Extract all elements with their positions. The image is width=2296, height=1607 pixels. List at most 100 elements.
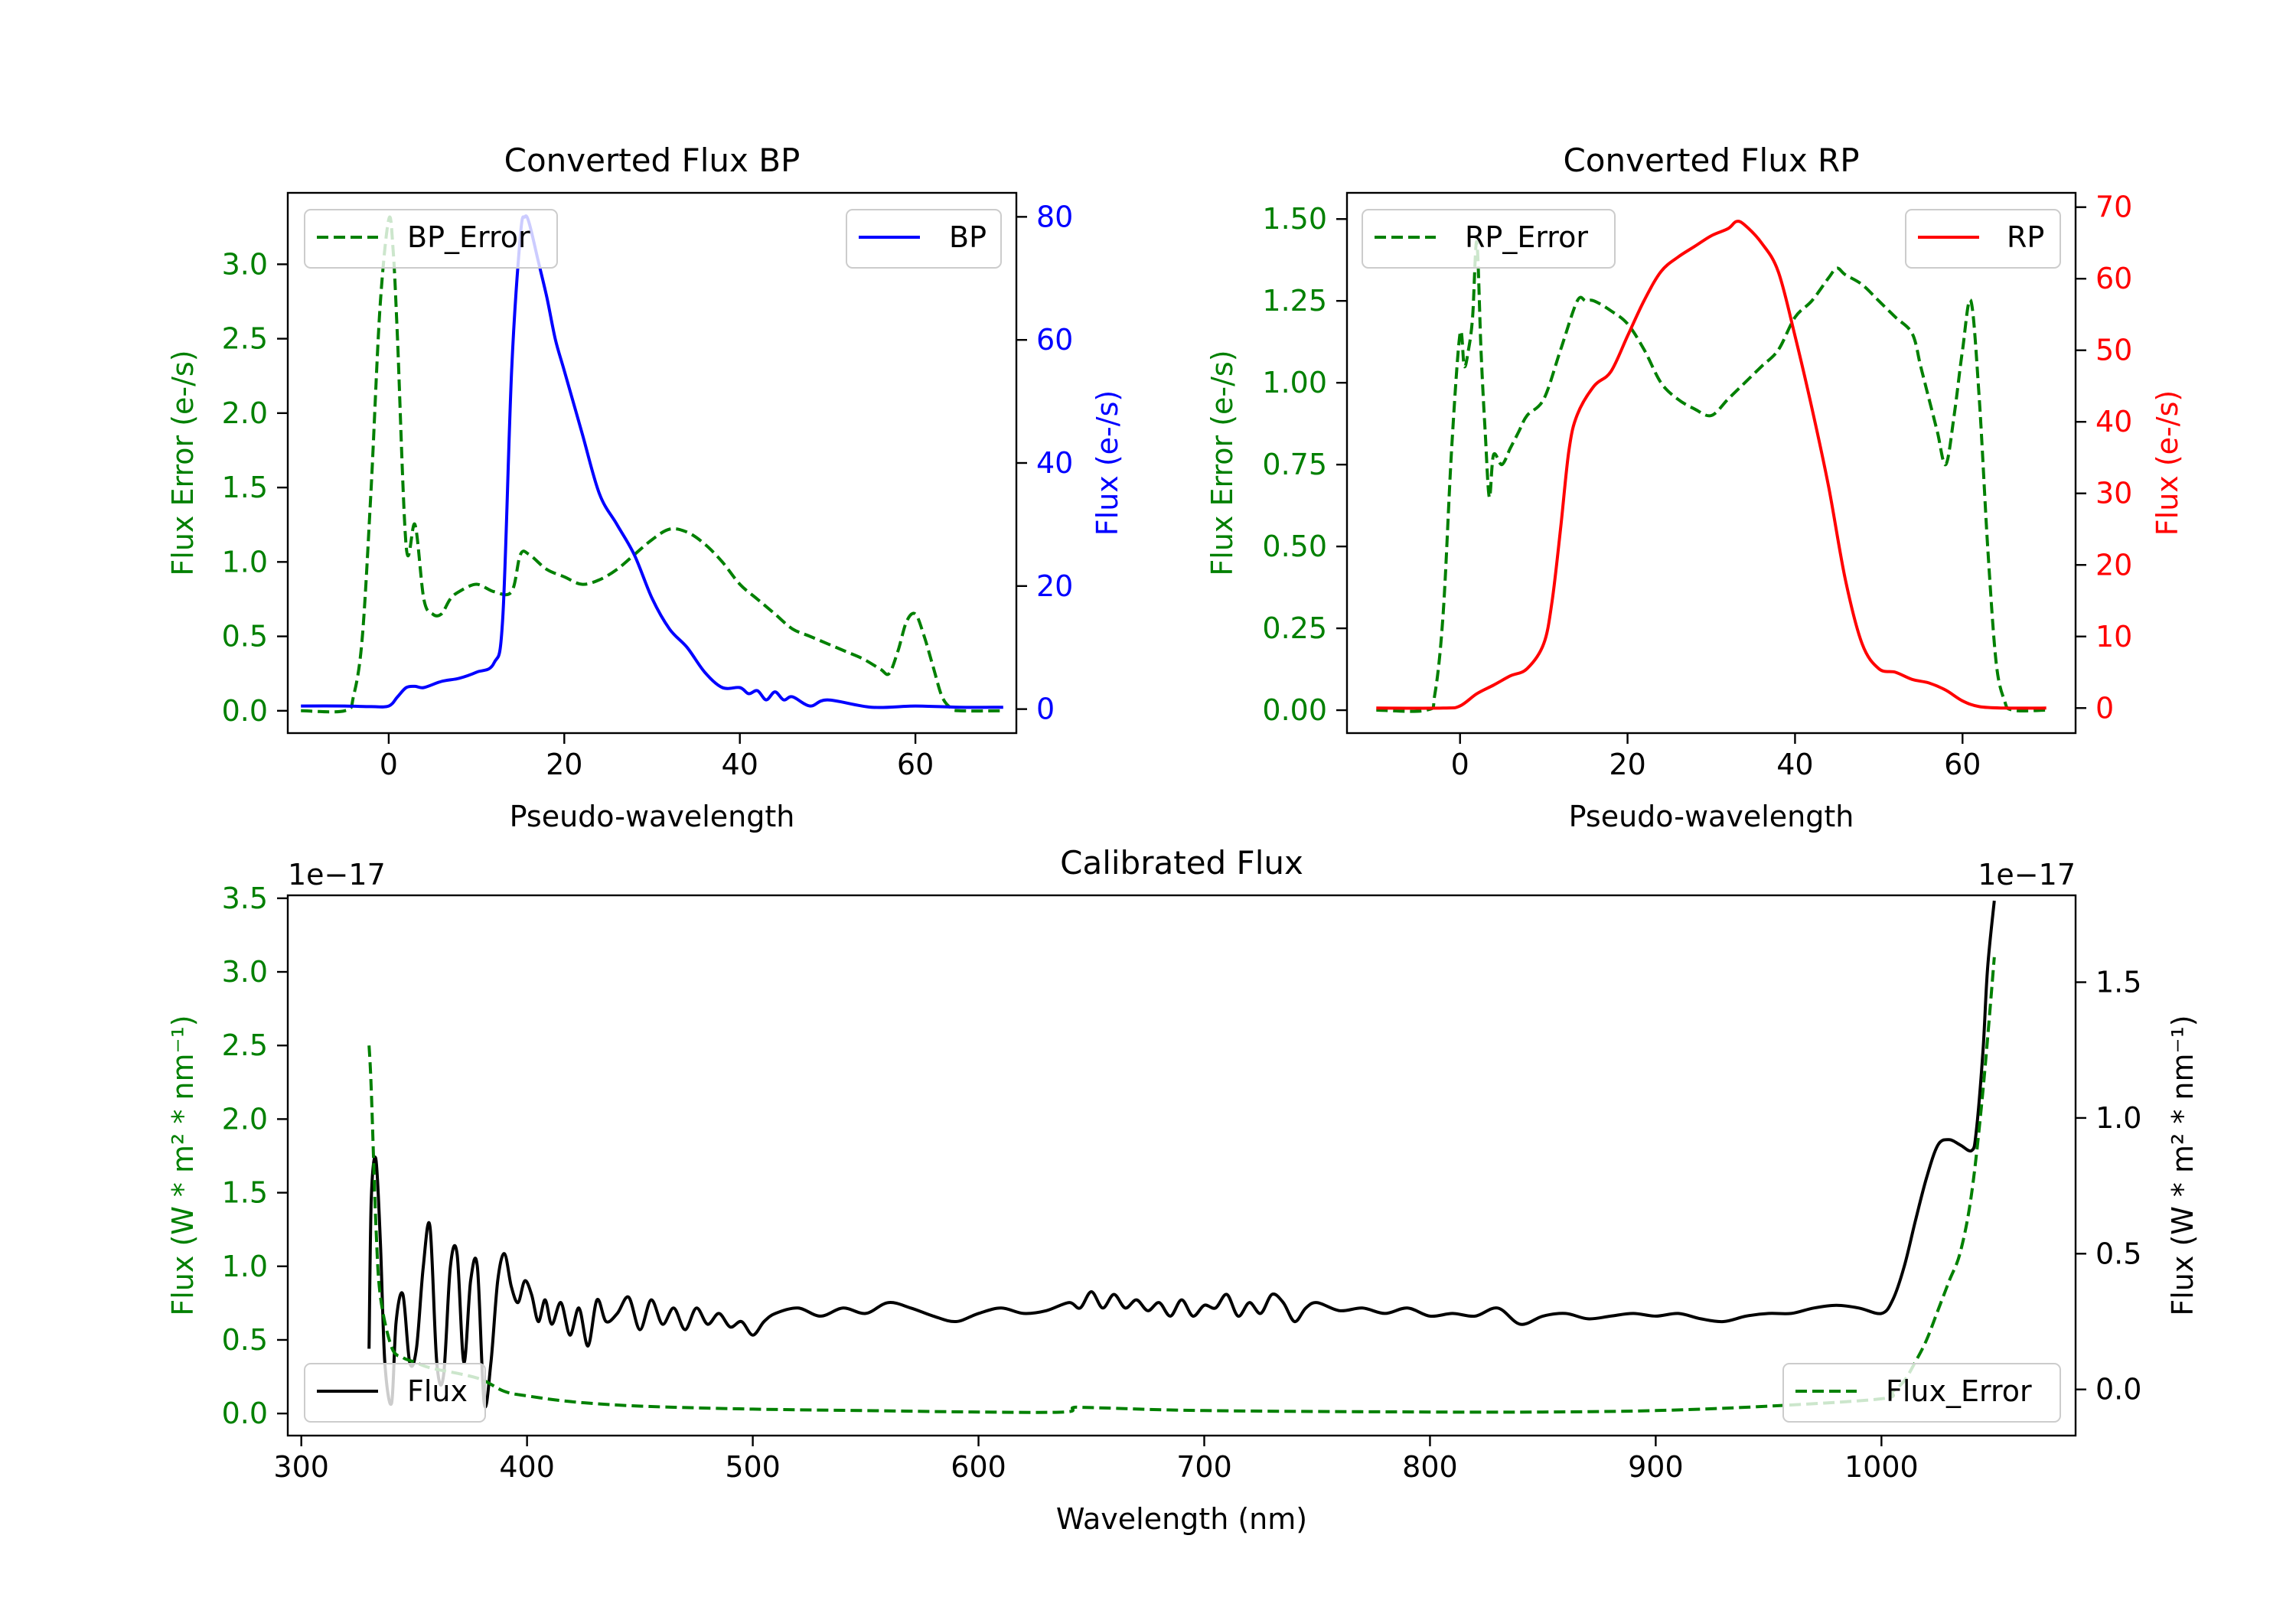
bp-x-axis-label: Pseudo-wavelength bbox=[510, 800, 795, 833]
calibrated-x-tick-label: 300 bbox=[273, 1450, 329, 1484]
rp-legend-error-label: RP_Error bbox=[1465, 220, 1588, 254]
calibrated-left-tick-label: 1.5 bbox=[222, 1176, 268, 1210]
bp-right-tick-label: 20 bbox=[1036, 569, 1073, 603]
rp-left-tick-label: 0.50 bbox=[1262, 530, 1327, 563]
bp-left-tick-label: 0.0 bbox=[222, 694, 268, 728]
bp-left-tick-label: 2.5 bbox=[222, 322, 268, 356]
rp-series-rp-line bbox=[1376, 220, 2047, 710]
rp-right-tick-label: 40 bbox=[2095, 405, 2132, 438]
calibrated-right-tick-label: 0.0 bbox=[2095, 1373, 2141, 1407]
bp-legend-flux-label: BP bbox=[949, 220, 987, 254]
rp-left-axis-label: Flux Error (e-/s) bbox=[1205, 350, 1239, 575]
bp-right-axis-label: Flux (e-/s) bbox=[1091, 390, 1124, 536]
rp-left-tick-label: 1.50 bbox=[1262, 202, 1327, 236]
bp-x-tick-label: 0 bbox=[380, 748, 398, 781]
bp-left-tick-label: 3.0 bbox=[222, 247, 268, 281]
rp-legend-error-box bbox=[1362, 209, 1616, 269]
calibrated-right-offset: 1e−17 bbox=[1978, 858, 2076, 892]
bp-right-tick-label: 40 bbox=[1036, 446, 1073, 480]
calibrated-panel: 300 400 500 600 700 800 900 1000 0.0 0.5 1.0 1.5 2.0… bbox=[166, 844, 2200, 1536]
bp-right-tick-label: 80 bbox=[1036, 200, 1073, 233]
rp-x-tick-label: 60 bbox=[1944, 748, 1981, 781]
calibrated-series-flux-line bbox=[367, 900, 1996, 1409]
bp-right-tick-label: 60 bbox=[1036, 323, 1073, 357]
rp-legend-flux-box bbox=[1905, 209, 2061, 269]
calibrated-left-axis-label: Flux (W * m² * nm⁻¹) bbox=[166, 1015, 200, 1315]
calibrated-right-axis-label: Flux (W * m² * nm⁻¹) bbox=[2166, 1015, 2200, 1315]
rp-left-tick-label: 1.00 bbox=[1262, 366, 1327, 399]
calibrated-x-tick-label: 400 bbox=[499, 1450, 555, 1484]
rp-title: Converted Flux RP bbox=[1563, 142, 1859, 179]
bp-ticks: 0 20 40 60 0.0 0.5 1.0 1.5 2.0 2.5 3.0 0 20 40 60 80 bbox=[222, 200, 1074, 781]
rp-right-tick-label: 50 bbox=[2095, 334, 2132, 367]
rp-right-tick-label: 20 bbox=[2095, 548, 2132, 582]
bp-panel: 0 20 40 60 0.0 0.5 1.0 1.5 2.0 2.5 3.0 0 20 40 60 80 Co… bbox=[166, 142, 1124, 833]
calibrated-x-tick-label: 600 bbox=[951, 1450, 1006, 1484]
rp-legend-flux-label: RP bbox=[2007, 220, 2044, 254]
calibrated-right-tick-label: 1.0 bbox=[2095, 1101, 2141, 1135]
calibrated-x-tick-label: 700 bbox=[1176, 1450, 1232, 1484]
calibrated-left-tick-label: 3.0 bbox=[222, 955, 268, 989]
calibrated-right-tick-label: 1.5 bbox=[2095, 966, 2141, 999]
bp-left-tick-label: 1.0 bbox=[222, 545, 268, 579]
bp-left-axis-label: Flux Error (e-/s) bbox=[166, 350, 200, 575]
rp-x-tick-label: 0 bbox=[1451, 748, 1469, 781]
bp-legend-flux-box bbox=[846, 209, 1002, 269]
bp-legend-error-label: BP_Error bbox=[407, 220, 530, 254]
rp-left-tick-label: 0.00 bbox=[1262, 693, 1327, 727]
rp-left-tick-label: 0.75 bbox=[1262, 448, 1327, 481]
calibrated-legend-flux[interactable]: Flux bbox=[304, 1363, 486, 1423]
calibrated-left-tick-label: 1.0 bbox=[222, 1250, 268, 1283]
bp-legend-error[interactable]: BP_Error bbox=[304, 209, 558, 269]
rp-legend-flux[interactable]: RP bbox=[1905, 209, 2061, 269]
rp-x-tick-label: 20 bbox=[1609, 748, 1645, 781]
rp-right-axis-label: Flux (e-/s) bbox=[2151, 390, 2184, 536]
rp-legend-error[interactable]: RP_Error bbox=[1362, 209, 1616, 269]
rp-right-tick-label: 0 bbox=[2095, 691, 2114, 725]
bp-legend-error-box bbox=[304, 209, 558, 269]
calibrated-left-tick-label: 0.0 bbox=[222, 1397, 268, 1430]
rp-series-rp-error-line bbox=[1376, 240, 2047, 713]
bp-x-tick-label: 20 bbox=[546, 748, 582, 781]
calibrated-left-offset: 1e−17 bbox=[288, 858, 386, 892]
rp-right-tick-label: 60 bbox=[2095, 262, 2132, 295]
rp-panel: 0 20 40 60 0.00 0.25 0.50 0.75 1.00 1.25 1.50 0 10 20… bbox=[1205, 142, 2184, 833]
calibrated-ticks: 300 400 500 600 700 800 900 1000 0.0 0.5 1.0 1.5 2.0… bbox=[222, 882, 2142, 1484]
bp-x-tick-label: 60 bbox=[897, 748, 934, 781]
rp-right-tick-label: 30 bbox=[2095, 477, 2132, 510]
calibrated-x-tick-label: 500 bbox=[725, 1450, 781, 1484]
rp-plot-frame bbox=[1345, 191, 2077, 735]
calibrated-x-tick-label: 1000 bbox=[1844, 1450, 1919, 1484]
bp-right-tick-label: 0 bbox=[1036, 693, 1055, 726]
calibrated-x-tick-label: 900 bbox=[1628, 1450, 1684, 1484]
calibrated-right-tick-label: 0.5 bbox=[2095, 1237, 2141, 1270]
bp-x-tick-label: 40 bbox=[722, 748, 758, 781]
bp-left-tick-label: 0.5 bbox=[222, 620, 268, 654]
calibrated-x-axis-label: Wavelength (nm) bbox=[1056, 1502, 1307, 1536]
bp-left-tick-label: 2.0 bbox=[222, 396, 268, 430]
calibrated-title: Calibrated Flux bbox=[1060, 844, 1303, 882]
calibrated-legend-error-label: Flux_Error bbox=[1886, 1374, 2032, 1408]
calibrated-plot-frame bbox=[286, 894, 2077, 1437]
rp-right-tick-label: 70 bbox=[2095, 191, 2132, 224]
bp-legend-flux[interactable]: BP bbox=[846, 209, 1002, 269]
calibrated-plot-lines bbox=[367, 900, 1996, 1414]
bp-left-tick-label: 1.5 bbox=[222, 471, 268, 504]
rp-left-tick-label: 1.25 bbox=[1262, 284, 1327, 318]
rp-right-tick-label: 10 bbox=[2095, 620, 2132, 654]
calibrated-left-tick-label: 2.5 bbox=[222, 1028, 268, 1062]
calibrated-legend-error[interactable]: Flux_Error bbox=[1782, 1363, 2061, 1423]
rp-x-axis-label: Pseudo-wavelength bbox=[1569, 800, 1854, 833]
rp-left-tick-label: 0.25 bbox=[1262, 611, 1327, 645]
calibrated-left-tick-label: 0.5 bbox=[222, 1323, 268, 1357]
calibrated-legend-flux-label: Flux bbox=[407, 1374, 468, 1408]
calibrated-left-tick-label: 2.0 bbox=[222, 1102, 268, 1136]
bp-title: Converted Flux BP bbox=[504, 142, 801, 179]
rp-x-tick-label: 40 bbox=[1776, 748, 1813, 781]
calibrated-legend-flux-box bbox=[304, 1363, 486, 1423]
calibrated-legend-error-box bbox=[1782, 1363, 2061, 1423]
rp-plot-lines bbox=[1376, 220, 2047, 713]
calibrated-left-tick-label: 3.5 bbox=[222, 882, 268, 915]
calibrated-series-flux-error-line bbox=[367, 957, 1996, 1414]
